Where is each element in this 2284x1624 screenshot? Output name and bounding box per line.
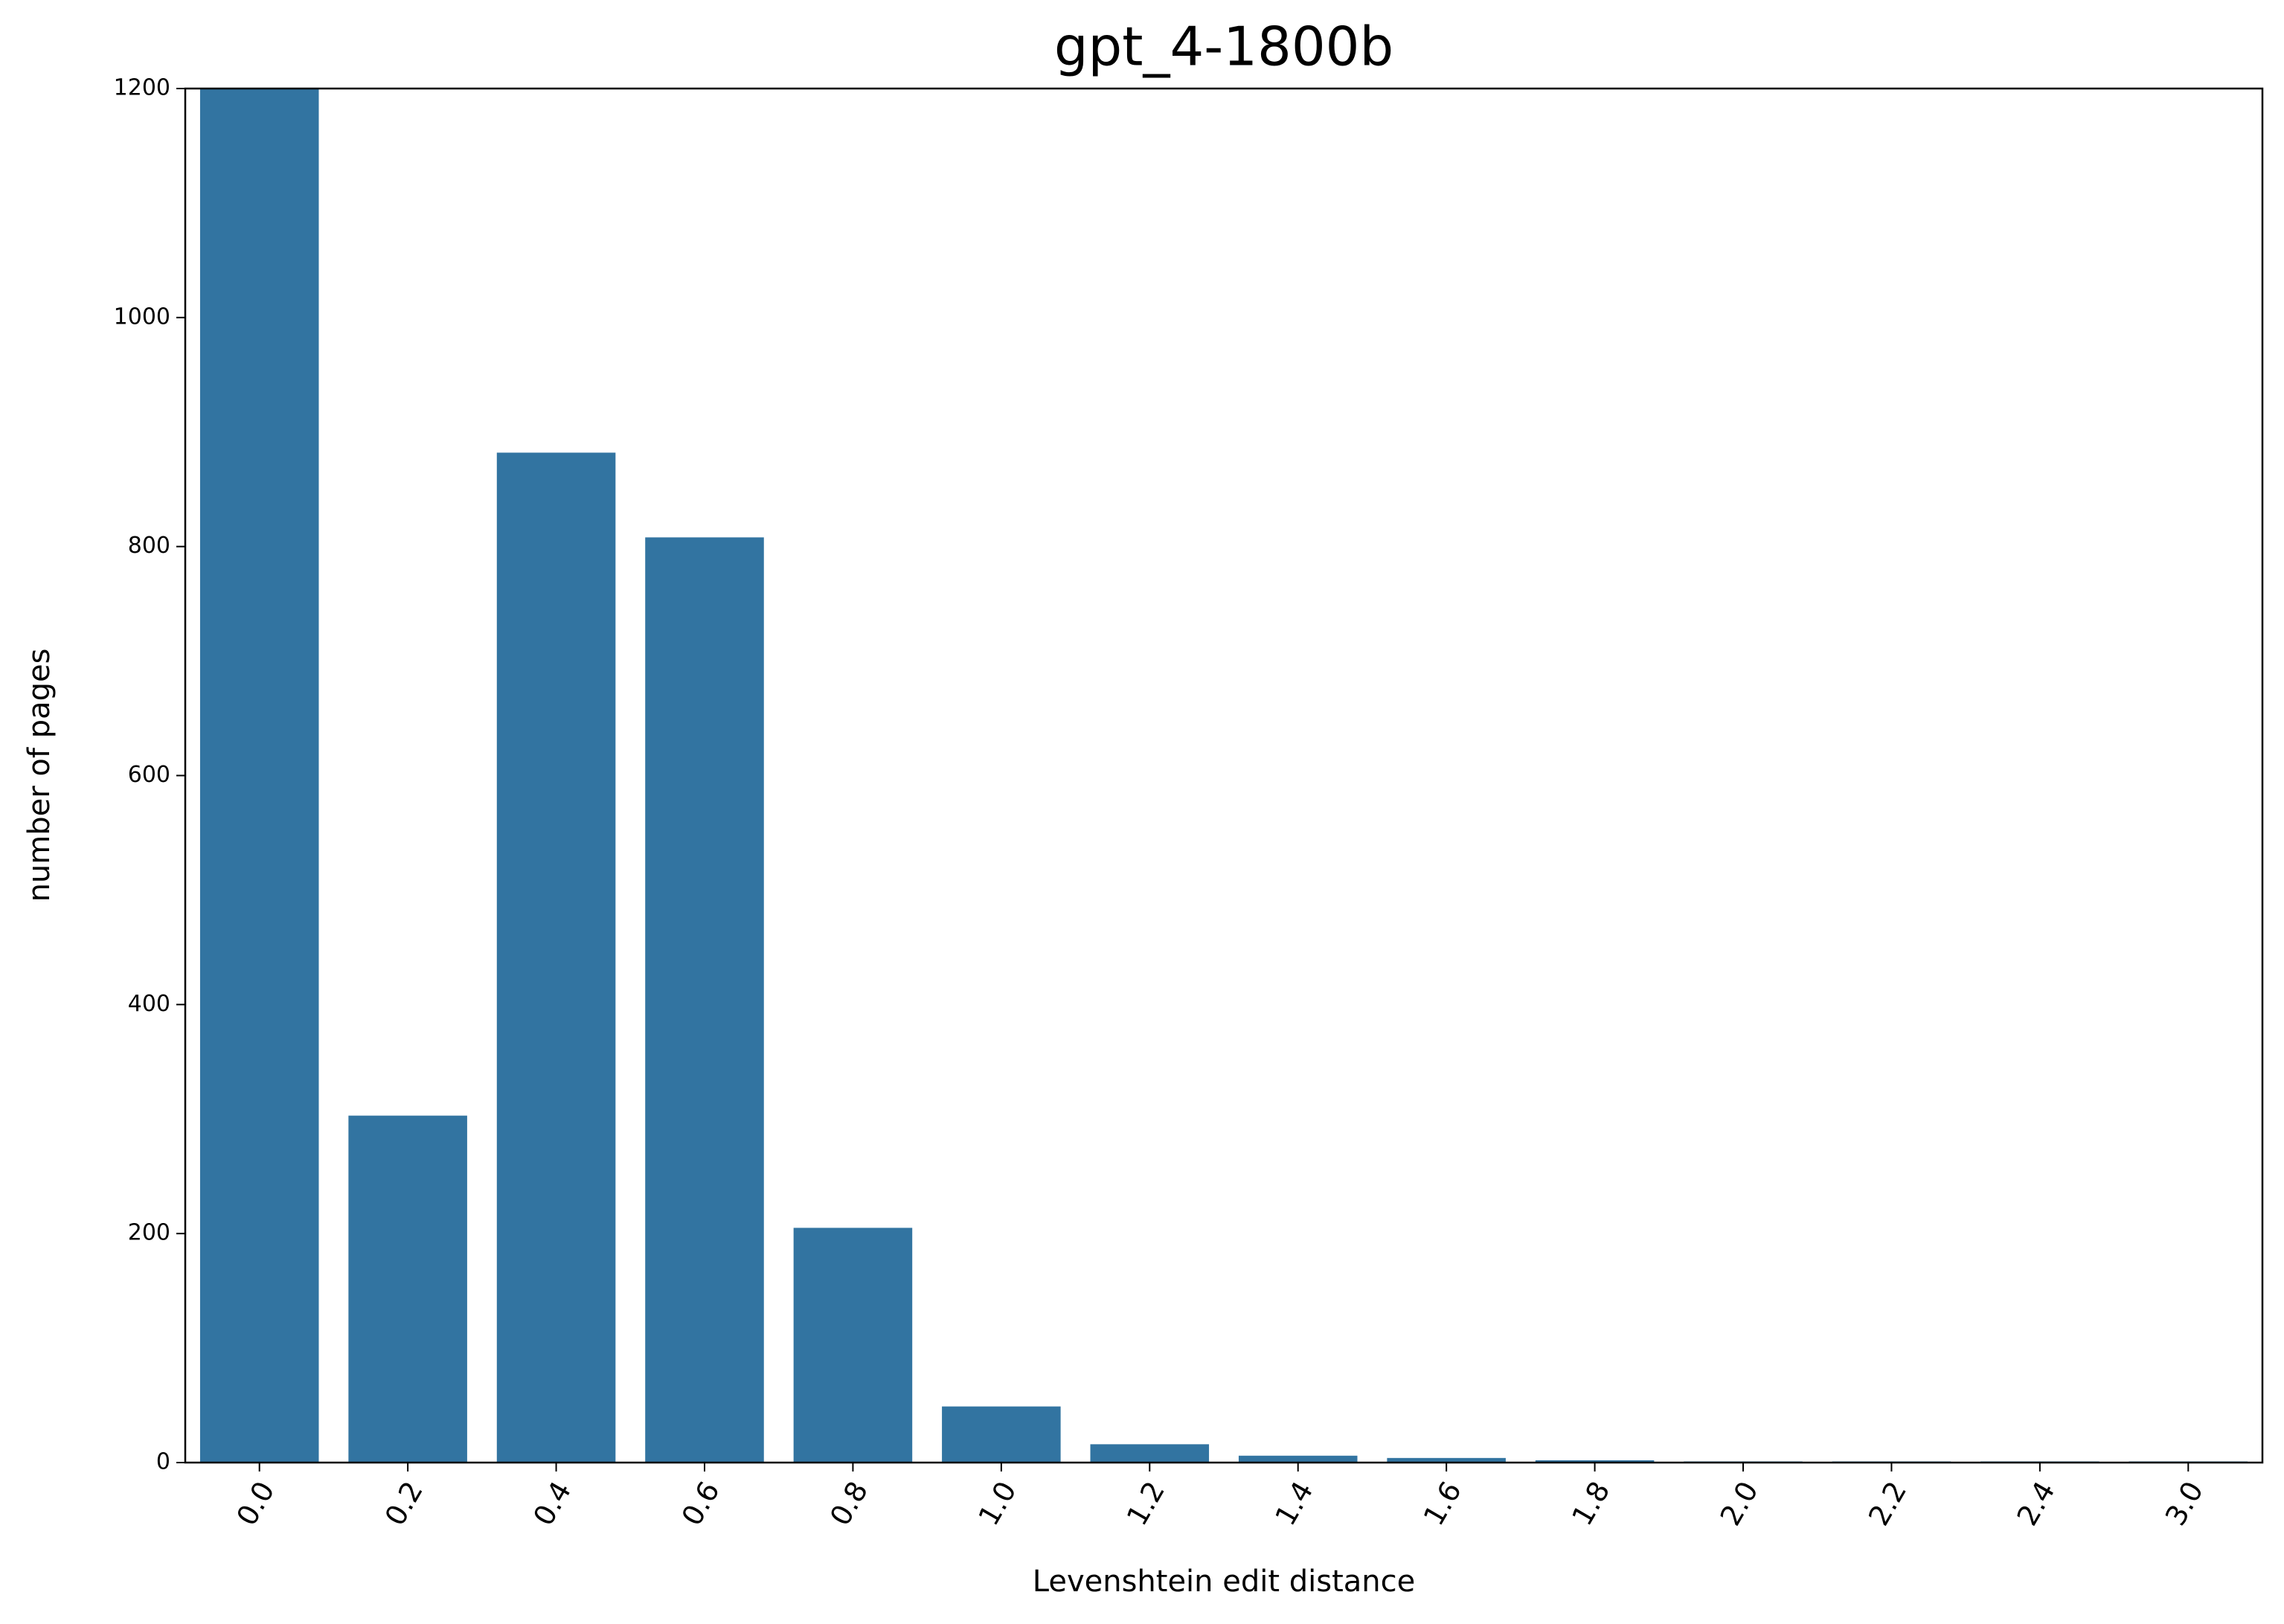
x-tick-label: 0.8 [824,1476,874,1531]
x-tick-label: 2.0 [1714,1476,1765,1531]
y-tick-label: 0 [156,1449,170,1475]
bar [1535,1460,1655,1463]
x-tick-label: 1.4 [1268,1476,1319,1531]
bar [942,1406,1061,1463]
y-tick-label: 400 [128,991,170,1017]
bar [1387,1457,1506,1463]
x-tick-label: 0.4 [527,1476,577,1531]
y-axis-label: number of pages [22,649,57,902]
y-tick-label: 800 [128,533,170,559]
bar [348,1115,467,1463]
x-tick-label: 2.4 [2010,1476,2061,1531]
bar [199,89,319,1463]
bar [1238,1455,1358,1463]
x-tick-label: 0.6 [676,1476,726,1531]
bar [645,537,764,1463]
x-tick-label: 0.0 [230,1476,280,1531]
x-tick-label: 1.2 [1120,1476,1171,1531]
y-tick-label: 600 [128,762,170,788]
y-tick-label: 1200 [114,75,170,101]
x-tick-label: 0.2 [379,1476,429,1531]
bar [496,452,616,1463]
x-tick-label: 2.2 [1862,1476,1913,1531]
chart-title: gpt_4-1800b [1054,16,1393,78]
bar [1090,1444,1210,1463]
x-tick-label: 1.8 [1565,1476,1616,1531]
x-tick-label: 3.0 [2159,1476,2210,1531]
y-tick-label: 1000 [114,304,170,330]
x-axis-label: Levenshtein edit distance [1033,1564,1416,1599]
x-tick-label: 1.0 [972,1476,1022,1531]
plot-area [199,89,2248,1463]
x-tick-label: 1.6 [1417,1476,1468,1531]
bar [793,1227,913,1463]
y-tick-label: 200 [128,1220,170,1246]
